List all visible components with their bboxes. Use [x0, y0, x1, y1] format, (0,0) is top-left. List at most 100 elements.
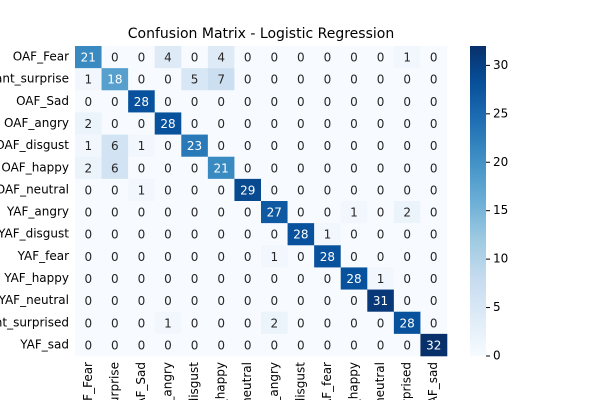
cell-label: 0	[350, 316, 358, 330]
cell	[287, 267, 315, 290]
cell	[181, 289, 209, 313]
cell	[393, 156, 421, 180]
cell-label: 0	[138, 250, 146, 264]
cell	[75, 134, 102, 158]
cell	[287, 46, 315, 69]
cell	[128, 156, 156, 180]
cell-label: 0	[191, 183, 199, 197]
cell	[154, 68, 182, 91]
cell	[261, 46, 288, 69]
x-tick-label: YAF_happy	[347, 362, 361, 400]
cell-label: 0	[377, 161, 385, 175]
cell	[367, 223, 395, 246]
colorbar-tick-label: 25	[493, 106, 508, 120]
cell	[287, 90, 315, 113]
cell	[340, 267, 368, 290]
y-tick-label: YAF_sad	[19, 337, 69, 351]
cell	[420, 223, 448, 246]
cell-label: 0	[324, 51, 332, 65]
cell	[393, 245, 421, 268]
cell-label: 0	[270, 73, 278, 87]
cell-label: 0	[84, 228, 92, 242]
cell-label: 0	[377, 206, 385, 220]
cell	[234, 90, 262, 113]
cell-label: 0	[244, 51, 252, 65]
cell-label: 0	[297, 338, 305, 352]
cell	[154, 333, 182, 357]
x-tick-label: YAF_angry	[267, 362, 281, 400]
cell-label: 0	[297, 316, 305, 330]
cell-label: 0	[191, 206, 199, 220]
cell-label: 0	[324, 117, 332, 131]
cell-label: 0	[244, 117, 252, 131]
cell	[287, 134, 315, 158]
cell-label: 0	[164, 161, 172, 175]
cell	[207, 68, 235, 91]
cell	[287, 178, 315, 202]
cell	[314, 112, 342, 135]
cell	[181, 267, 209, 290]
cell-label: 0	[191, 316, 199, 330]
cell-label: 0	[191, 228, 199, 242]
cell-label: 1	[138, 139, 146, 153]
cell	[367, 289, 395, 313]
cell-label: 0	[350, 117, 358, 131]
cell-label: 0	[324, 183, 332, 197]
cell	[101, 223, 129, 246]
cell	[261, 112, 288, 135]
cell-label: 0	[244, 95, 252, 109]
cell-label: 0	[350, 161, 358, 175]
cell	[75, 46, 102, 69]
x-tick-label: OAF_angry	[161, 362, 175, 400]
cell-label: 23	[187, 139, 202, 153]
cell	[261, 245, 288, 268]
cell-label: 0	[138, 294, 146, 308]
cell-label: 0	[377, 117, 385, 131]
cell-label: 0	[111, 272, 119, 286]
cell	[393, 178, 421, 202]
cell-label: 0	[350, 250, 358, 264]
cell	[181, 156, 209, 180]
cell	[154, 245, 182, 268]
cell-label: 0	[377, 316, 385, 330]
cell-label: 0	[111, 95, 119, 109]
cell	[154, 223, 182, 246]
cell	[154, 267, 182, 290]
cell	[393, 201, 421, 224]
cell-label: 0	[270, 294, 278, 308]
cell-label: 0	[138, 206, 146, 220]
cell	[261, 311, 288, 335]
cell-label: 0	[403, 250, 411, 264]
cell-label: 1	[377, 272, 385, 286]
cell	[207, 178, 235, 202]
cell	[340, 112, 368, 135]
cell	[75, 223, 102, 246]
cell	[234, 223, 262, 246]
cell-label: 0	[350, 73, 358, 87]
cell-label: 0	[350, 51, 358, 65]
cell	[101, 178, 129, 202]
cell	[287, 245, 315, 268]
cell-label: 0	[191, 250, 199, 264]
cell	[75, 90, 102, 113]
cell	[128, 245, 156, 268]
cell-label: 6	[111, 161, 119, 175]
cell-label: 0	[111, 316, 119, 330]
cell	[128, 223, 156, 246]
cell	[287, 156, 315, 180]
cell	[181, 178, 209, 202]
cell-label: 4	[217, 51, 225, 65]
cell-label: 28	[160, 117, 175, 131]
cell-label: 0	[430, 228, 438, 242]
cell-label: 0	[111, 294, 119, 308]
y-tick-label: OAF_Sad	[16, 94, 69, 108]
cell	[420, 245, 448, 268]
cell-label: 0	[430, 139, 438, 153]
cell-label: 0	[217, 316, 225, 330]
cell	[234, 245, 262, 268]
colorbar	[470, 46, 486, 356]
cell	[261, 134, 288, 158]
cell	[393, 68, 421, 91]
cell-label: 0	[377, 95, 385, 109]
cell	[128, 201, 156, 224]
